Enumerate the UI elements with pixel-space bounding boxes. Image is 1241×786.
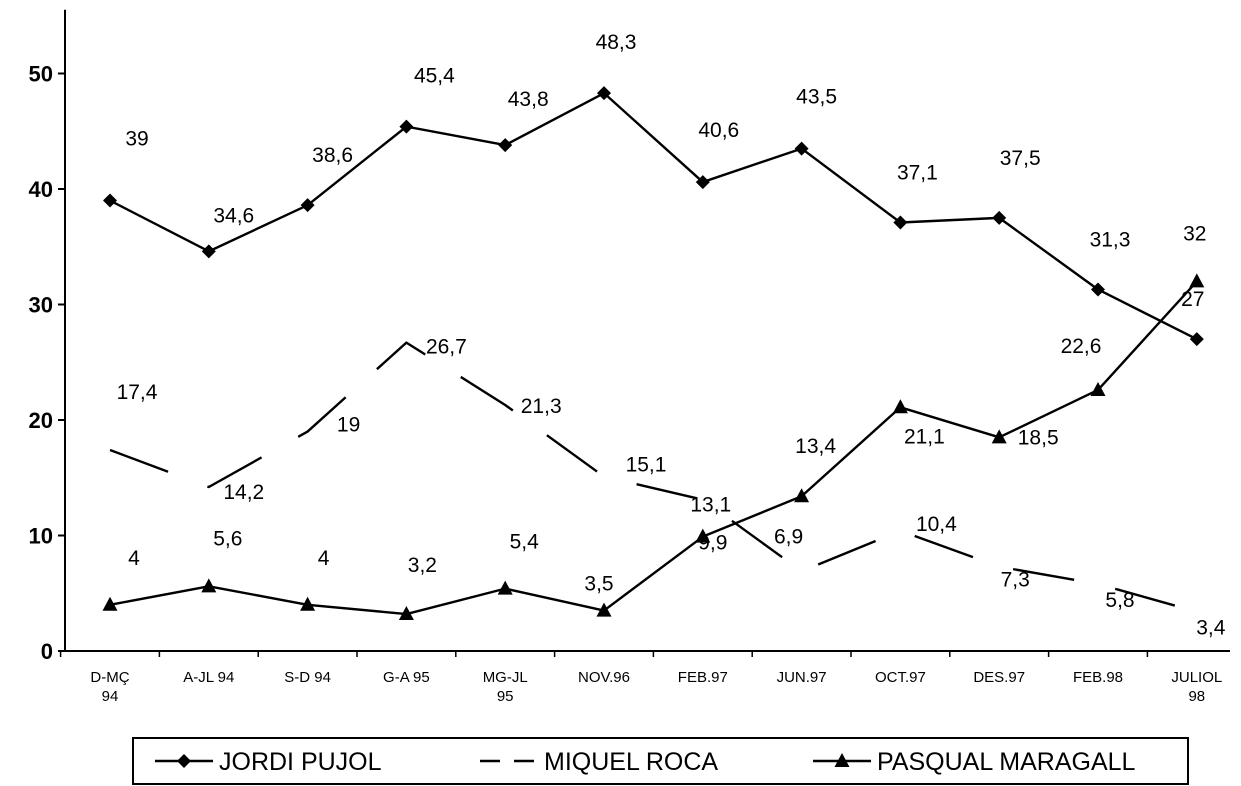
data-label: 31,3 <box>1090 228 1131 251</box>
x-tick-label: JULIOL 98 <box>1171 669 1222 705</box>
data-label: 7,3 <box>1001 569 1030 592</box>
data-label: 21,1 <box>904 425 945 448</box>
data-label: 32 <box>1183 222 1206 245</box>
data-label: 18,5 <box>1018 426 1059 449</box>
data-label: 10,4 <box>916 513 957 536</box>
data-label: 19 <box>337 414 360 437</box>
x-tick-label: S-D 94 <box>284 669 331 686</box>
x-tick-label: MG-JL 95 <box>483 669 528 705</box>
legend-label-2: PASQUAL MARAGALL <box>877 748 1136 776</box>
series-2-point-4 <box>497 580 513 595</box>
x-tick-label: JUN.97 <box>777 669 827 686</box>
x-tick-label: FEB.97 <box>678 669 728 686</box>
x-tick-label: A-JL 94 <box>183 669 234 686</box>
data-label: 3,2 <box>408 554 437 577</box>
series-0-point-11 <box>1189 332 1204 347</box>
series-layer <box>102 86 1205 621</box>
data-label: 17,4 <box>117 381 158 404</box>
data-label: 3,4 <box>1196 617 1226 640</box>
series-0-point-8 <box>893 215 908 230</box>
series-0-point-4 <box>498 138 513 153</box>
series-line-0 <box>109 91 1198 341</box>
y-tick-label: 30 <box>29 293 53 318</box>
legend-label-0: JORDI PUJOL <box>219 748 382 776</box>
series-2-point-2 <box>300 596 316 611</box>
series-0-point-0 <box>103 193 117 208</box>
data-label: 15,1 <box>626 454 667 477</box>
data-label: 4 <box>128 547 140 570</box>
series-2-point-8 <box>892 399 908 414</box>
series-2-point-6 <box>695 528 711 543</box>
y-tick-label: 40 <box>29 177 53 202</box>
series-2-point-1 <box>201 578 217 593</box>
data-label: 34,6 <box>213 204 254 227</box>
series-0-point-2 <box>300 198 315 213</box>
data-label: 13,4 <box>795 435 836 458</box>
series-2-point-9 <box>991 429 1007 444</box>
data-label: 6,9 <box>774 525 803 548</box>
legend-box <box>132 737 1189 785</box>
y-tick-label: 50 <box>29 62 53 87</box>
data-label: 43,8 <box>508 88 549 111</box>
legend-label-1: MIQUEL ROCA <box>544 748 718 776</box>
data-label: 9,9 <box>698 532 727 555</box>
data-label: 22,6 <box>1061 335 1102 358</box>
y-tick-label: 20 <box>29 408 53 433</box>
x-tick-label: D-MÇ 94 <box>90 669 129 705</box>
data-label: 39 <box>125 128 148 151</box>
x-tick-label: DES.97 <box>973 669 1025 686</box>
data-label: 5,4 <box>510 531 540 554</box>
data-label: 4 <box>318 547 330 570</box>
x-tick-label: G-A 95 <box>383 669 430 686</box>
data-label: 43,5 <box>796 86 837 109</box>
series-0-point-7 <box>794 141 809 156</box>
series-0-point-5 <box>597 86 611 101</box>
series-2-point-10 <box>1090 381 1106 396</box>
data-label: 21,3 <box>521 395 562 418</box>
series-2-point-3 <box>398 606 414 621</box>
data-label: 27 <box>1181 288 1204 311</box>
data-label: 26,7 <box>426 336 467 359</box>
data-label: 48,3 <box>596 31 637 54</box>
data-label: 38,6 <box>312 144 353 167</box>
data-label: 3,5 <box>584 573 613 596</box>
series-0-point-6 <box>695 175 710 190</box>
data-label: 37,5 <box>1000 147 1041 170</box>
legend-marker-2 <box>834 753 850 767</box>
y-tick-label: 10 <box>29 524 53 549</box>
series-2-point-0 <box>102 596 118 611</box>
y-tick-label: 0 <box>41 639 53 664</box>
legend: JORDI PUJOL MIQUEL ROCA PASQUAL MARAGALL <box>132 737 1189 785</box>
data-label: 5,6 <box>213 527 242 550</box>
series-0-point-9 <box>992 210 1007 225</box>
series-line-1 <box>109 341 1198 613</box>
data-label: 37,1 <box>897 161 938 184</box>
series-2-point-7 <box>794 488 810 503</box>
data-label: 14,2 <box>223 481 264 504</box>
series-2-point-5 <box>596 602 612 617</box>
legend-marker-0 <box>177 754 191 768</box>
x-tick-label: FEB.98 <box>1073 669 1123 686</box>
series-0-point-1 <box>201 244 216 259</box>
axes: 0 10 20 30 40 50 D-MÇ 94 A-JL 94 S-D 94 G-A 95 MG-J… <box>29 9 1230 705</box>
x-tick-label: NOV.96 <box>578 669 630 686</box>
data-label: 5,8 <box>1105 589 1134 612</box>
data-label: 13,1 <box>690 494 731 517</box>
series-line-2 <box>109 280 1198 616</box>
data-labels: 3934,638,645,443,848,340,643,537,137,531… <box>117 31 1226 640</box>
data-label: 40,6 <box>698 119 739 142</box>
data-label: 45,4 <box>414 65 455 88</box>
series-0-point-10 <box>1091 282 1105 297</box>
series-2-point-11 <box>1189 273 1205 288</box>
x-tick-label: OCT.97 <box>875 669 926 686</box>
series-0-point-3 <box>399 119 414 134</box>
